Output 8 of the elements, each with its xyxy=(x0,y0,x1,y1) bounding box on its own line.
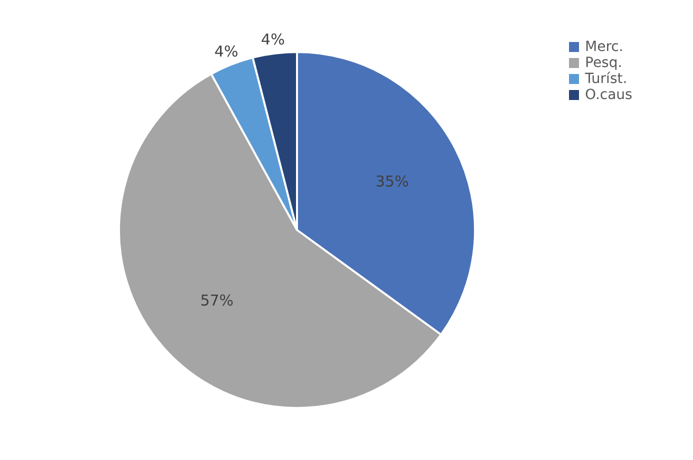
data-label: 57% xyxy=(200,292,234,310)
data-label: 4% xyxy=(261,30,285,49)
data-label: 35% xyxy=(375,172,409,191)
legend-label: Turíst. xyxy=(584,71,628,87)
legend-label: Pesq. xyxy=(585,55,622,71)
legend-label: Merc. xyxy=(585,39,624,55)
data-label: 4% xyxy=(214,42,238,60)
legend-label: O.caus xyxy=(585,87,632,103)
